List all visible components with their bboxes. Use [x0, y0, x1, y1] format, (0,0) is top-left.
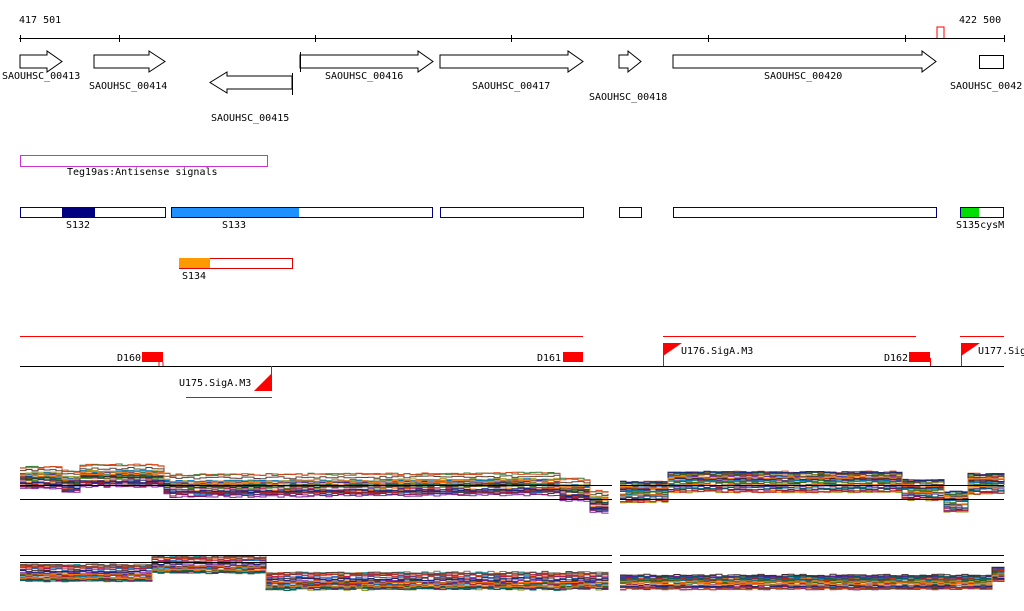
- gene-arrow-00415[interactable]: [209, 71, 293, 94]
- feature-u177-flag[interactable]: [961, 343, 980, 356]
- expression-trace: [620, 470, 1005, 494]
- gene-arrow-00416[interactable]: [299, 50, 434, 73]
- gene-label: SAOUHSC_0042: [950, 81, 1022, 92]
- expression-trace: [620, 575, 1005, 587]
- expression-panel-upper: [20, 460, 1005, 520]
- expression-trace: [20, 479, 609, 508]
- ruler-end-label: 422 500: [959, 15, 1001, 26]
- expression-trace: [620, 567, 1005, 577]
- feature-label-u176: U176.SigA.M3: [681, 346, 753, 357]
- gene-label: SAOUHSC_00420: [764, 71, 842, 82]
- segment-s133-fill[interactable]: [172, 208, 299, 217]
- expression-trace: [620, 489, 1005, 512]
- segment-label-s132: S132: [66, 220, 90, 231]
- feature-label-u175: U175.SigA.M3: [179, 378, 251, 389]
- gene-arrow-00413[interactable]: [19, 50, 63, 73]
- segment-box[interactable]: [171, 207, 433, 218]
- feature-track: D160 D161 D162 U176.SigA.M3 U177.Sig U17…: [20, 336, 1024, 398]
- segment-label-s134: S134: [182, 271, 206, 282]
- gene-track: SAOUHSC_00413 SAOUHSC_00414 SAOUHSC_0041…: [2, 49, 1022, 124]
- ruler-start-label: 417 501: [19, 15, 61, 26]
- feature-label-d162: D162: [884, 353, 908, 364]
- panel-gap: [613, 460, 619, 520]
- ruler-ticks: [20, 35, 1005, 42]
- expression-trace: [620, 576, 1005, 588]
- feature-d162[interactable]: [909, 352, 930, 362]
- feature-d160[interactable]: [142, 352, 163, 362]
- expression-trace: [20, 463, 609, 493]
- segment-box[interactable]: [440, 207, 584, 218]
- gene-arrow-00421[interactable]: [979, 55, 1004, 69]
- segment-label-s133: S133: [222, 220, 246, 231]
- gene-label: SAOUHSC_00415: [211, 113, 289, 124]
- segment-s134-track: S134: [179, 258, 293, 282]
- segment-box[interactable]: [673, 207, 937, 218]
- expression-trace: [620, 570, 1005, 581]
- gene-arrow-00420[interactable]: [672, 50, 937, 73]
- antisense-label: Teg19as:Antisense signals: [67, 167, 218, 178]
- expression-trace: [620, 569, 1005, 581]
- expression-trace: [20, 564, 609, 585]
- expression-trace: [20, 555, 609, 576]
- expression-profiles: [20, 460, 1005, 598]
- antisense-track: Teg19as:Antisense signals: [20, 155, 268, 178]
- expression-trace: [20, 562, 609, 582]
- gene-arrow-00414[interactable]: [93, 50, 166, 73]
- segment-box[interactable]: [619, 207, 642, 218]
- gene-label: SAOUHSC_00414: [89, 81, 167, 92]
- segment-s135-fill[interactable]: [961, 208, 979, 217]
- gene-label: SAOUHSC_00417: [472, 81, 550, 92]
- expression-trace: [20, 467, 609, 496]
- feature-label-d161: D161: [537, 353, 561, 364]
- gene-arrow-00417[interactable]: [439, 50, 584, 73]
- feature-u176-flag[interactable]: [663, 343, 682, 356]
- feature-d161[interactable]: [563, 352, 583, 362]
- segment-box[interactable]: [960, 207, 1004, 218]
- antisense-region[interactable]: [20, 155, 268, 167]
- expression-trace: [20, 568, 609, 589]
- expression-trace: [20, 474, 609, 504]
- segment-label-s135: S135cysM: [956, 220, 1004, 231]
- segment-s134-fill[interactable]: [179, 258, 210, 268]
- expression-trace: [620, 477, 1005, 500]
- feature-d160-tick: [158, 362, 164, 366]
- segment-track: S132 S133 S135cysM: [20, 207, 1004, 231]
- expression-trace: [620, 572, 1005, 584]
- feature-label-u177: U177.Sig: [978, 346, 1024, 357]
- feature-u175-flag[interactable]: [254, 374, 271, 391]
- gene-label: SAOUHSC_00416: [325, 71, 403, 82]
- panel-gap: [613, 548, 619, 598]
- expression-panel-lower: [20, 548, 1005, 598]
- coordinate-ruler: 417 501 422 500: [19, 15, 1005, 42]
- gene-label: SAOUHSC_00418: [589, 92, 667, 103]
- gene-arrow-00418[interactable]: [618, 49, 642, 74]
- expression-trace: [20, 480, 609, 509]
- expression-trace: [620, 486, 1005, 510]
- expression-trace: [20, 470, 609, 500]
- segment-s132-fill[interactable]: [62, 208, 95, 217]
- gene-label: SAOUHSC_00413: [2, 71, 80, 82]
- expression-trace: [20, 561, 609, 581]
- feature-label-d160: D160: [117, 353, 141, 364]
- ruler-marker: [936, 26, 945, 38]
- expression-trace: [20, 475, 609, 505]
